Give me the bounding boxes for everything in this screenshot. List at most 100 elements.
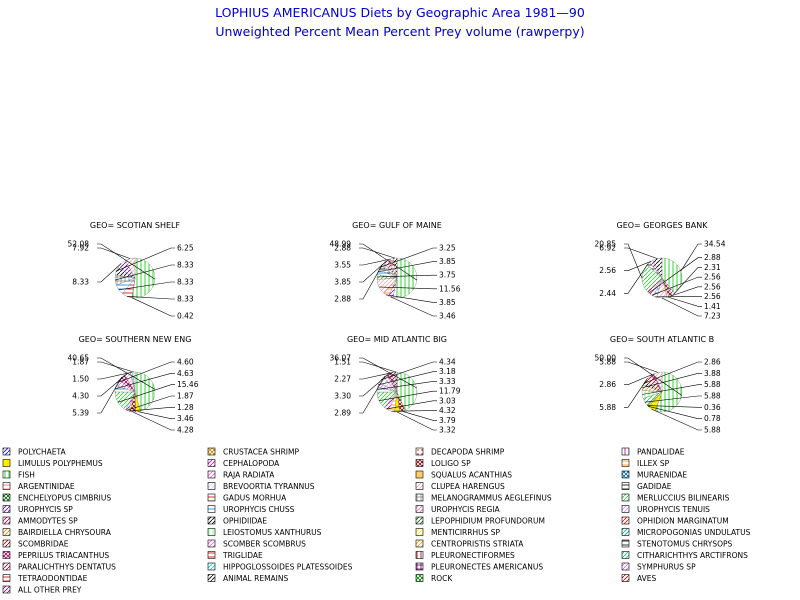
legend-swatch [207,528,216,536]
leader-line [624,361,658,373]
legend-swatch [2,528,11,536]
legend-label: MERLUCCIUS BILINEARIS [637,494,730,503]
legend-item-micropogonias-undulatus: MICROPOGONIAS UNDULATUS [621,528,751,537]
leader-line [97,376,122,414]
legend-swatch [2,585,11,594]
slice-value-label: 2.44 [599,289,616,298]
legend-swatch [621,551,630,559]
legend-label: LEPOPHIDIUM PROFUNDORUM [431,517,545,526]
legend-item-menticirrhus-sp: MENTICIRRHUS SP [415,528,501,537]
legend-label: RAJA RADIATA [223,471,275,480]
legend-swatch [207,539,216,548]
pie-panel-geo-southern-new-eng: GEO= SOUTHERN NEW ENG 1.87 1.50 4.30 5.39 40.… [68,335,199,435]
slice-value-label: 8.33 [72,278,89,287]
legend-label: FISH [18,471,35,480]
legend-item-stenotomus-chrysops: STENOTOMUS CHRYSOPS [621,539,733,549]
legend-item-gadus-morhua: GADUS MORHUA [207,493,287,503]
legend-item-illex-sp: ILLEX SP [621,459,670,468]
slice-value-label: 2.89 [334,409,351,418]
pie-panel-geo-mid-atlantic-big: GEO= MID ATLANTIC BIG 1.51 2.27 3.30 2.89 36.… [330,335,461,435]
leader-line [115,373,175,389]
legend-item-raja-radiata: RAJA RADIATA [207,471,275,480]
leader-line [131,297,175,317]
legend-item-clupea-harengus: CLUPEA HARENGUS [415,482,505,491]
slice-value-label: 8.33 [177,295,194,304]
slice-value-label: 3.32 [439,426,456,435]
slice-value-label: 52.08 [68,240,90,249]
legend-swatch [207,447,216,456]
slice-value-label: 2.27 [334,375,351,384]
leader-line [402,411,437,421]
slice-value-label: 48.99 [330,240,352,249]
slice-value-label: 4.34 [439,358,456,367]
legend-label: UROPHYCIS CHUSS [223,505,295,514]
legend-label: CENTROPRISTIS STRIATA [431,540,524,549]
leader-line [359,357,417,389]
leader-line [680,243,702,272]
legend-swatch [621,505,630,513]
slice-value-label: 3.85 [439,298,456,307]
legend-label: ILLEX SP [637,459,670,468]
leader-line [138,411,175,419]
legend-label: PLEURONECTIFORMES [431,551,515,560]
slice-value-label: 7.23 [704,312,721,321]
leader-line [624,261,652,271]
legend-item-paralichthys-dentatus: PARALICHTHYS DENTATUS [2,563,116,572]
leader-line [396,411,437,431]
slice-value-label: 6.92 [599,244,616,253]
leader-line [378,371,437,386]
leader-line [624,357,682,396]
slice-value-label: 5.88 [704,380,721,389]
slice-value-label: 11.79 [439,387,461,396]
legend-swatch [2,493,11,502]
legend-item-loligo-sp: LOLIGO SP [415,459,471,468]
leader-line [379,286,437,290]
legend-label: CITHARICHTHYS ARCTIFRONS [637,551,748,560]
legend-label: SCOMBER SCOMBRUS [223,540,306,549]
legend-swatch [415,505,424,513]
leader-line [359,361,396,373]
leader-line [117,384,175,403]
legend-item-pandalidae: PANDALIDAE [621,448,685,457]
leader-line [126,395,175,411]
panel-title: GEO= SCOTIAN SHELF [90,221,181,230]
legend-swatch [621,539,630,548]
slice-value-label: 3.46 [177,414,194,423]
slice-value-label: 6.25 [177,244,194,253]
legend-swatch [2,447,11,456]
panel-title: GEO= MID ATLANTIC BIG [347,335,447,344]
legend-label: HIPPOGLOSSOIDES PLATESSOIDES [223,563,353,572]
legend-item-triglidae: TRIGLIDAE [207,551,263,560]
legend-item-merluccius-bilinearis: MERLUCCIUS BILINEARIS [621,493,730,503]
legend-swatch [415,528,424,536]
legend-swatch [207,493,216,502]
leader-line [624,247,658,259]
legend-item-fish: FISH [2,471,35,480]
legend-swatch [621,493,630,502]
legend-label: TETRAODONTIDAE [17,574,88,583]
legend-item-urophycis-tenuis: UROPHYCIS TENUIS [621,505,710,514]
slice-value-label: 7.92 [72,244,89,253]
leader-line [97,373,128,397]
slice-value-label: 50.00 [595,354,617,363]
legend-label: CEPHALOPODA [223,459,280,468]
legend-swatch [415,539,424,548]
leader-line [97,357,155,390]
panel-title: GEO= SOUTHERN NEW ENG [79,335,192,344]
pie-slice-fish [132,257,156,299]
legend-item-centropristis-striata: CENTROPRISTIS STRIATA [415,539,524,549]
panel-title: GEO= SOUTH ATLANTIC B [610,335,714,344]
legend-label: AVES [637,574,657,583]
leader-line [116,247,175,272]
legend-item-tetraodontidae: TETRAODONTIDAE [2,574,88,583]
leader-line [376,274,437,278]
leader-line [97,263,122,283]
legend-item-hippoglossoides-platessoides: HIPPOGLOSSOIDES PLATESSOIDES [207,563,353,572]
slice-value-label: 1.28 [177,403,194,412]
leader-line [359,258,391,266]
slice-value-label: 0.78 [704,414,721,423]
legend-swatch [621,516,630,525]
slice-value-label: 2.56 [704,273,721,282]
leader-line [359,372,394,380]
